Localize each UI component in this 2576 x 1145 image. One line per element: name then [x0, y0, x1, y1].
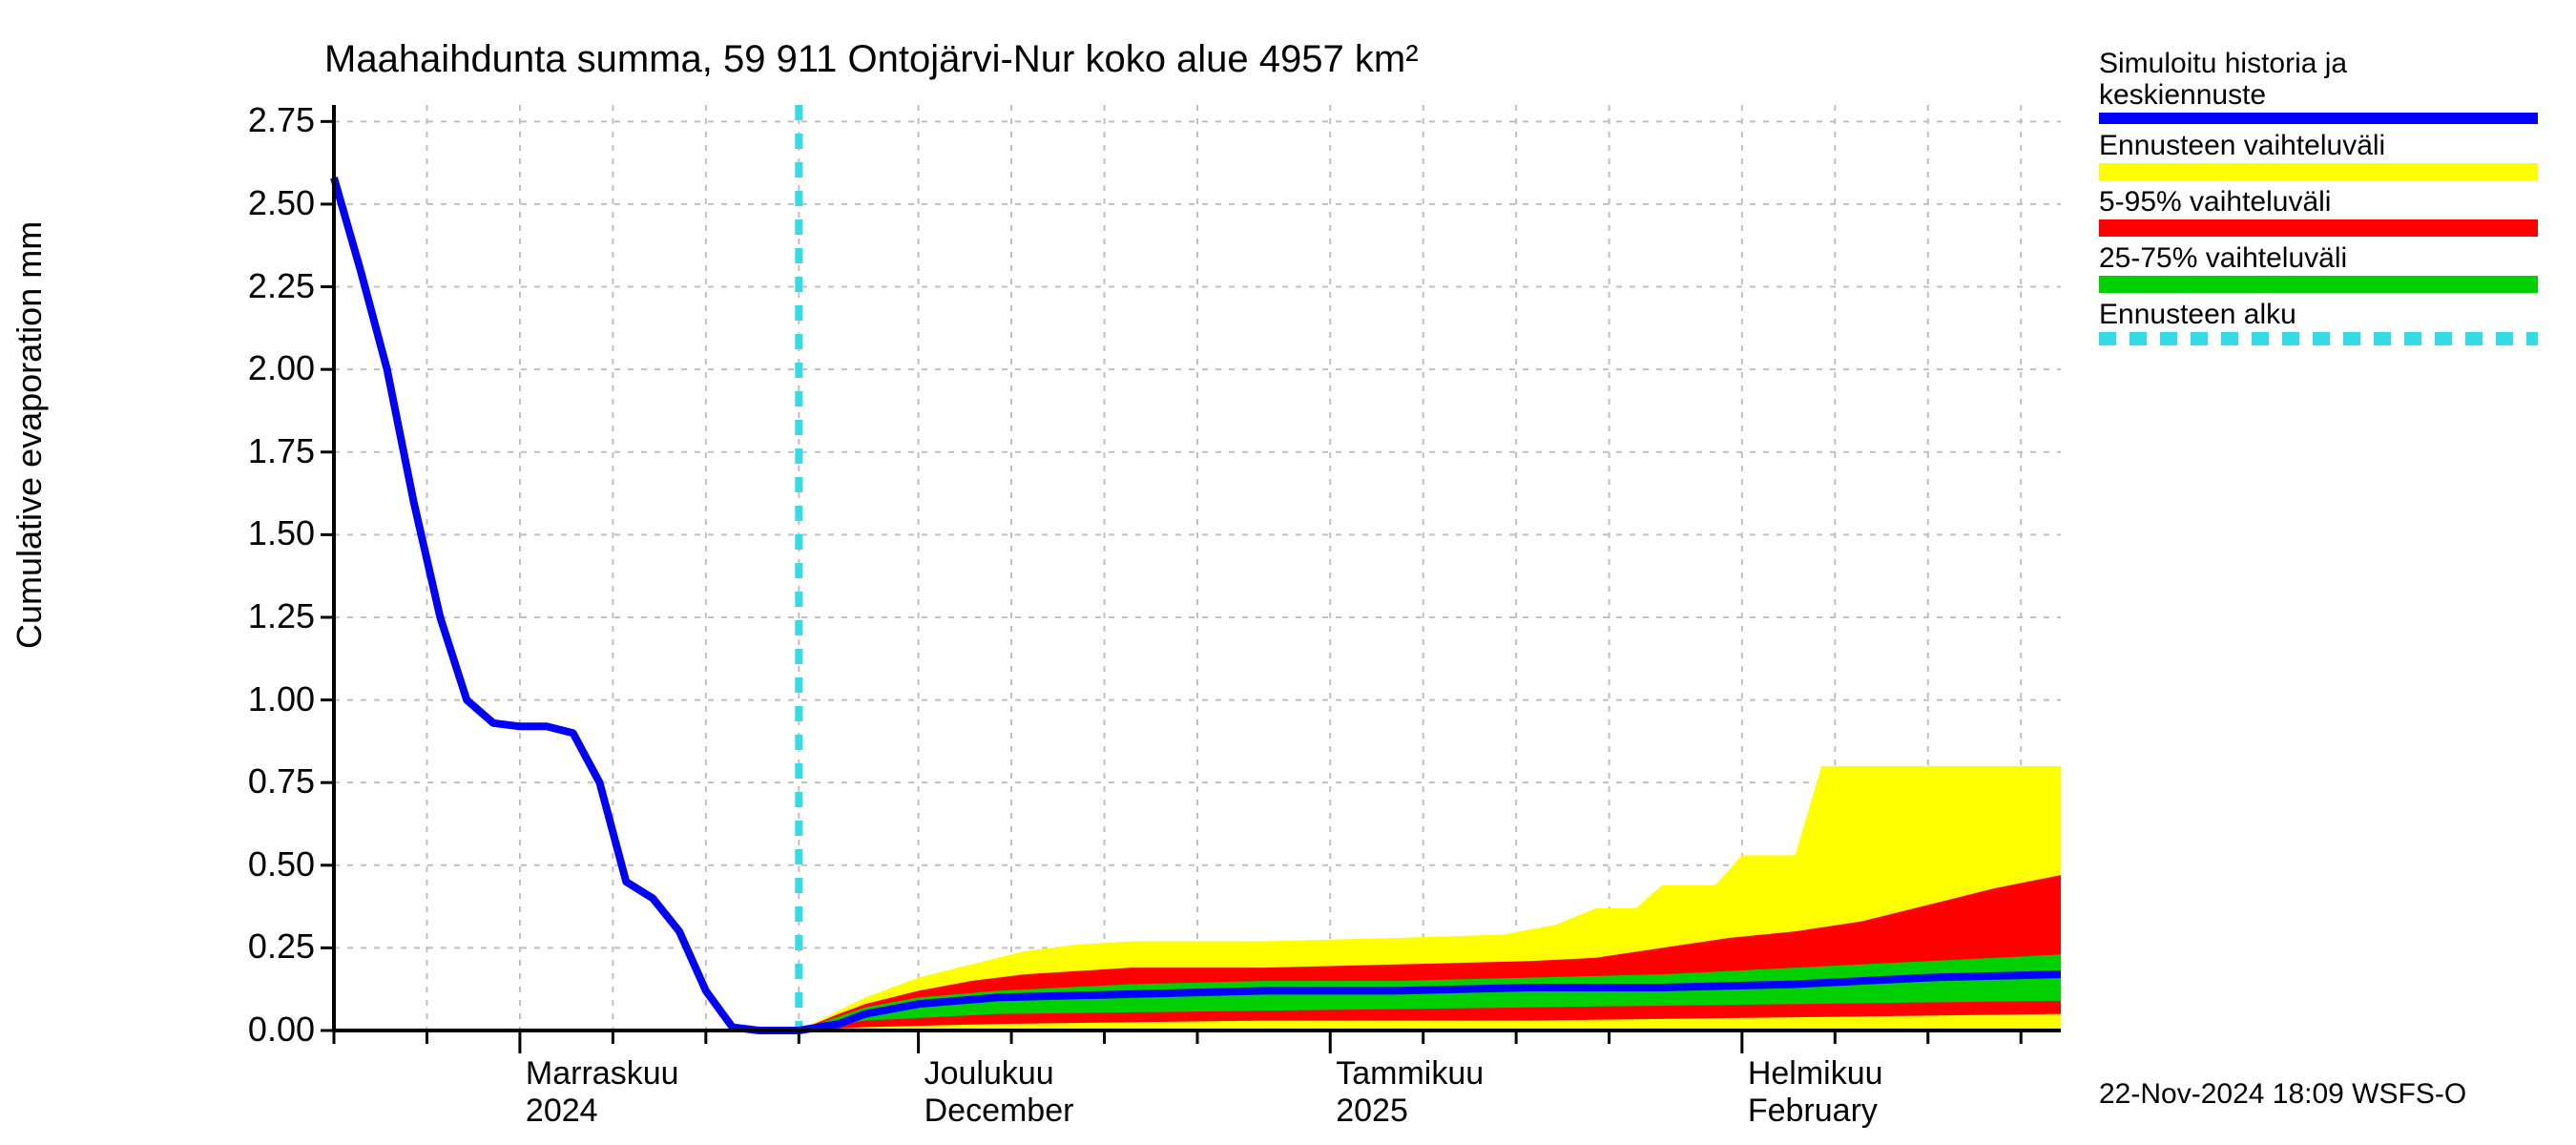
legend-label: Simuloitu historia jakeskiennuste	[2099, 48, 2538, 111]
y-axis-label: Cumulative evaporation mm	[10, 221, 50, 649]
legend-item: 25-75% vaihteluväli	[2099, 242, 2538, 293]
x-tick-label-top: Marraskuu	[526, 1055, 679, 1093]
legend-label: 25-75% vaihteluväli	[2099, 242, 2538, 274]
x-tick-label-top: Helmikuu	[1748, 1055, 1883, 1093]
x-tick-label-bottom: 2025	[1336, 1093, 1484, 1130]
legend-item: Ennusteen alku	[2099, 299, 2538, 345]
legend: Simuloitu historia jakeskiennuste Ennuste…	[2099, 48, 2538, 351]
x-tick-label-bottom: 2024	[526, 1093, 679, 1130]
legend-label: Ennusteen alku	[2099, 299, 2538, 330]
y-tick-label: 1.50	[200, 513, 315, 553]
legend-item: Ennusteen vaihteluväli	[2099, 130, 2538, 180]
y-tick-label: 1.25	[200, 596, 315, 636]
y-tick-label: 1.00	[200, 679, 315, 719]
x-tick-label: HelmikuuFebruary	[1748, 1055, 1883, 1130]
legend-label: 5-95% vaihteluväli	[2099, 186, 2538, 218]
x-tick-label-top: Tammikuu	[1336, 1055, 1484, 1093]
y-tick-label: 0.75	[200, 761, 315, 802]
x-tick-label-bottom: December	[924, 1093, 1074, 1130]
y-tick-label: 2.00	[200, 348, 315, 388]
chart-title: Maahaihdunta summa, 59 911 Ontojärvi-Nur…	[324, 38, 1419, 81]
legend-swatch	[2099, 113, 2538, 124]
y-tick-label: 1.75	[200, 431, 315, 471]
y-tick-label: 0.50	[200, 844, 315, 885]
chart-container: Maahaihdunta summa, 59 911 Ontojärvi-Nur…	[0, 0, 2576, 1145]
y-tick-label: 0.00	[200, 1010, 315, 1050]
footer-timestamp: 22-Nov-2024 18:09 WSFS-O	[2099, 1078, 2466, 1111]
y-tick-label: 2.75	[200, 100, 315, 140]
legend-swatch	[2099, 276, 2538, 293]
legend-item: 5-95% vaihteluväli	[2099, 186, 2538, 237]
legend-swatch	[2099, 163, 2538, 180]
y-tick-label: 2.25	[200, 266, 315, 306]
y-tick-label: 2.50	[200, 183, 315, 223]
y-tick-label: 0.25	[200, 926, 315, 967]
x-tick-label: Marraskuu2024	[526, 1055, 679, 1130]
x-tick-label: JoulukuuDecember	[924, 1055, 1074, 1130]
legend-swatch	[2099, 219, 2538, 237]
legend-item: Simuloitu historia jakeskiennuste	[2099, 48, 2538, 124]
x-tick-label-bottom: February	[1748, 1093, 1883, 1130]
legend-label: Ennusteen vaihteluväli	[2099, 130, 2538, 161]
x-tick-label: Tammikuu2025	[1336, 1055, 1484, 1130]
x-tick-label-top: Joulukuu	[924, 1055, 1074, 1093]
legend-swatch	[2099, 332, 2538, 345]
